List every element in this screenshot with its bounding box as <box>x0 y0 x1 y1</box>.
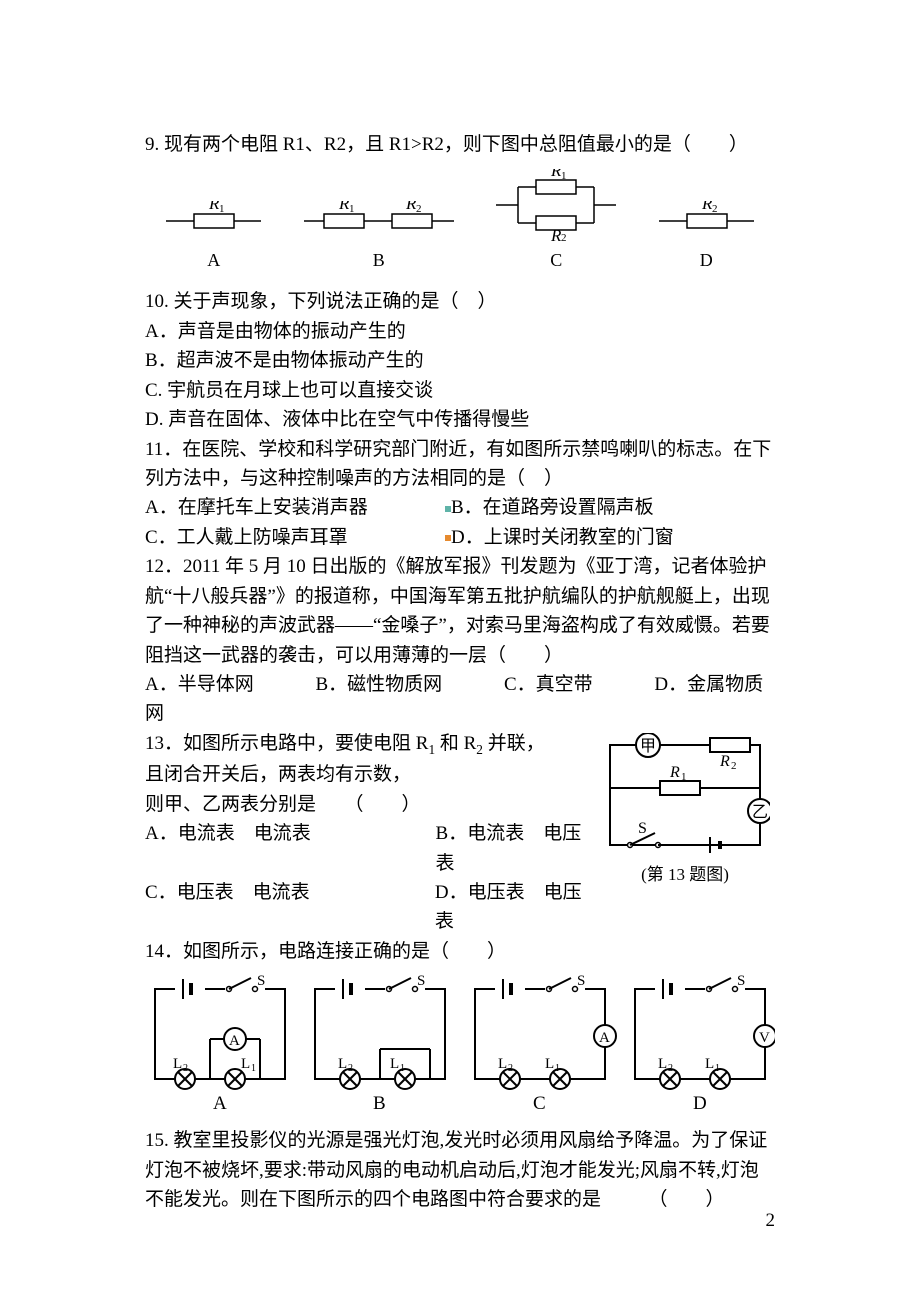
q9-option-a: R1 A <box>166 201 261 275</box>
q11-row-ab: A．在摩托车上安装消声器 B．在道路旁设置隔声板 <box>145 493 775 522</box>
q11-opt-a: A．在摩托车上安装消声器 <box>145 493 445 522</box>
q9-label-b: B <box>373 247 385 275</box>
svg-text:B: B <box>373 1093 386 1114</box>
q13-opt-a: A．电流表 电流表 <box>145 819 436 878</box>
svg-text:1: 1 <box>349 203 355 215</box>
q13-stem-line2: 且闭合开关后，两表均有示数， <box>145 760 595 789</box>
svg-text:S: S <box>257 974 265 989</box>
q11-stem: 11．在医院、学校和科学研究部门附近，有如图所示禁鸣喇叭的标志。在下列方法中，与… <box>145 435 775 494</box>
q11-opt-d: D．上课时关闭教室的门窗 <box>451 523 674 552</box>
svg-text:S: S <box>737 974 745 989</box>
q9-option-d: R2 D <box>659 201 754 275</box>
svg-text:乙: 乙 <box>752 804 768 821</box>
q9-figure-row: R1 A R1 R2 B <box>145 169 775 275</box>
q12-opt-c: C．真空带 <box>504 674 593 695</box>
svg-text:A: A <box>213 1093 227 1114</box>
q13-row-cd: C．电压表 电流表 D．电压表 电压表 <box>145 878 595 937</box>
svg-text:L: L <box>705 1056 714 1072</box>
svg-text:1: 1 <box>715 1063 720 1074</box>
q11-opt-b: B．在道路旁设置隔声板 <box>451 493 654 522</box>
q12-stem: 12．2011 年 5 月 10 日出版的《解放军报》刊发题为《亚丁湾，记者体验… <box>145 552 775 670</box>
svg-text:1: 1 <box>681 771 687 783</box>
svg-text:1: 1 <box>219 203 225 215</box>
q13-circuit-diagram: 甲 R2 R1 乙 S <box>600 733 770 858</box>
page-root: 9. 现有两个电阻 R1、R2，且 R1>R2，则下图中总阻值最小的是（ ） R… <box>0 0 920 1300</box>
q13-opt-b: B．电流表 电压表 <box>436 819 595 878</box>
svg-text:L: L <box>545 1056 554 1072</box>
q10-opt-d: D. 声音在固体、液体中比在空气中传播得慢些 <box>145 405 775 434</box>
q13-text: 13．如图所示电路中，要使电阻 R1 和 R2 并联， 且闭合开关后，两表均有示… <box>145 729 595 937</box>
svg-text:2: 2 <box>508 1063 513 1074</box>
svg-text:L: L <box>390 1056 399 1072</box>
svg-text:L: L <box>658 1056 667 1072</box>
q13-stem-line3: 则甲、乙两表分别是 （ ） <box>145 790 595 819</box>
q10-opt-c: C. 宇航员在月球上也可以直接交谈 <box>145 376 775 405</box>
q9-option-b: R1 R2 B <box>304 201 454 275</box>
q10-opt-a: A．声音是由物体的振动产生的 <box>145 317 775 346</box>
q9-label-a: A <box>207 247 220 275</box>
svg-text:1: 1 <box>400 1063 405 1074</box>
q13-figure: 甲 R2 R1 乙 S <box>595 733 775 937</box>
svg-text:R: R <box>719 753 730 770</box>
q12-opt-a: A．半导体网 <box>145 674 254 695</box>
svg-text:2: 2 <box>561 232 567 241</box>
svg-text:S: S <box>577 974 585 989</box>
q13-caption: (第 13 题图) <box>641 862 729 888</box>
resistor-a-diagram: R1 <box>166 201 261 241</box>
svg-text:2: 2 <box>348 1063 353 1074</box>
q13-block: 13．如图所示电路中，要使电阻 R1 和 R2 并联， 且闭合开关后，两表均有示… <box>145 729 775 937</box>
q11-opt-c: C．工人戴上防噪声耳罩 <box>145 523 445 552</box>
svg-text:S: S <box>417 974 425 989</box>
q13-stem-line1: 13．如图所示电路中，要使电阻 R1 和 R2 并联， <box>145 729 595 760</box>
q12-options-row: A．半导体网 B．磁性物质网 C．真空带 D．金属物质网 <box>145 670 775 729</box>
q13-opt-d: D．电压表 电压表 <box>435 878 595 937</box>
resistor-b-diagram: R1 R2 <box>304 201 454 241</box>
q14-figure: A V <box>145 974 775 1114</box>
svg-text:R: R <box>669 764 680 781</box>
svg-text:2: 2 <box>712 203 718 215</box>
svg-text:2: 2 <box>183 1063 188 1074</box>
svg-text:2: 2 <box>416 203 422 215</box>
q11-row-cd: C．工人戴上防噪声耳罩 D．上课时关闭教室的门窗 <box>145 523 775 552</box>
q9-label-c: C <box>550 247 562 275</box>
svg-text:L: L <box>498 1056 507 1072</box>
svg-text:C: C <box>533 1093 546 1114</box>
q13-s1b: 和 R <box>435 733 476 754</box>
svg-text:甲: 甲 <box>640 738 656 755</box>
q13-opt-c: C．电压表 电流表 <box>145 878 435 937</box>
q14-stem: 14．如图所示，电路连接正确的是（ ） <box>145 937 775 966</box>
q9-option-c: R1 R2 C <box>496 169 616 275</box>
svg-text:2: 2 <box>731 760 737 772</box>
q10-opt-b: B．超声波不是由物体振动产生的 <box>145 346 775 375</box>
page-number: 2 <box>766 1206 776 1235</box>
svg-text:1: 1 <box>251 1063 256 1074</box>
svg-text:1: 1 <box>561 170 567 182</box>
q12-opt-b: B．磁性物质网 <box>316 674 443 695</box>
q13-s1c: 并联， <box>483 733 545 754</box>
q13-s1a: 13．如图所示电路中，要使电阻 R <box>145 733 428 754</box>
svg-text:1: 1 <box>555 1063 560 1074</box>
svg-text:L: L <box>338 1056 347 1072</box>
svg-text:2: 2 <box>668 1063 673 1074</box>
resistor-c-diagram: R1 R2 <box>496 169 616 241</box>
q10-stem: 10. 关于声现象，下列说法正确的是（ ） <box>145 287 775 316</box>
svg-text:D: D <box>693 1093 707 1114</box>
q15-stem: 15. 教室里投影仪的光源是强光灯泡,发光时必须用风扇给予降温。为了保证灯泡不被… <box>145 1126 775 1214</box>
q9-label-d: D <box>700 247 713 275</box>
svg-text:S: S <box>638 820 647 837</box>
q9-stem: 9. 现有两个电阻 R1、R2，且 R1>R2，则下图中总阻值最小的是（ ） <box>145 130 775 159</box>
svg-text:L: L <box>173 1056 182 1072</box>
svg-text:L: L <box>241 1056 250 1072</box>
resistor-d-diagram: R2 <box>659 201 754 241</box>
q14-circuits-diagram: A V <box>145 974 775 1114</box>
q13-row-ab: A．电流表 电流表 B．电流表 电压表 <box>145 819 595 878</box>
